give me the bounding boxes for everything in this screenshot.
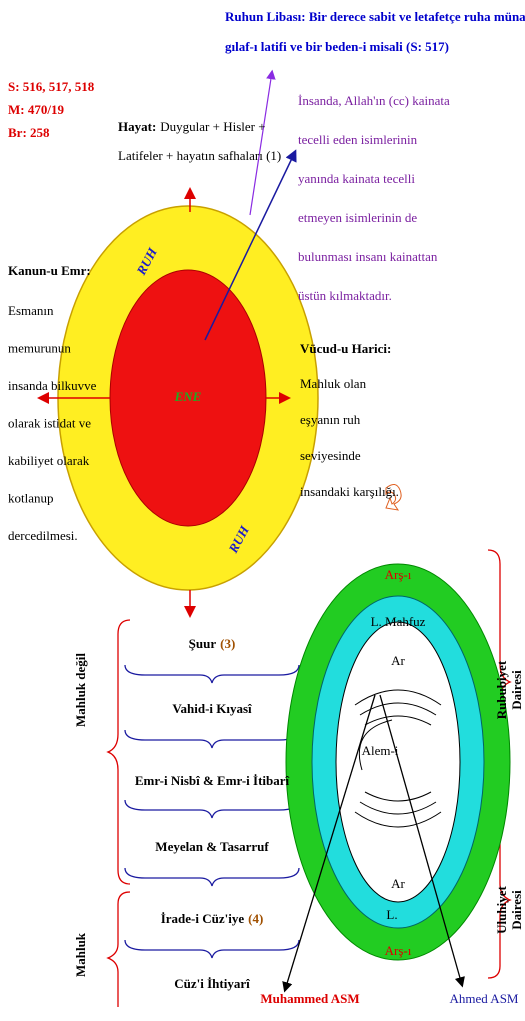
reference: Br: 258	[8, 125, 50, 140]
diagram: Ruhun Libası: Bir derece sabit ve letafe…	[0, 0, 525, 1021]
note-line: üstün kılmaktadır.	[298, 288, 392, 303]
sphere-label: L. Mahfuz	[371, 614, 426, 629]
hayat-line: Latifeler + hayatın safhaları (1)	[118, 148, 281, 163]
note-line: İnsanda, Allah'ın (cc) kainata	[298, 93, 450, 108]
hayat-label: Hayat:	[118, 119, 156, 134]
list-item: Emr-i Nisbî & Emr-i İtibarî	[135, 773, 290, 788]
hayat-line: Duygular + Hisler +	[160, 119, 265, 134]
kanun-line: Esmanın	[8, 303, 54, 318]
note-line: tecelli eden isimlerinin	[298, 132, 418, 147]
side-label: Uluhiyet	[494, 885, 509, 933]
kanun-line: dercedilmesi.	[8, 528, 78, 543]
vucud-line: Mahluk olan	[300, 376, 367, 391]
list-item: İrade-i Cüz'iye(4)	[161, 911, 264, 926]
item-text: İrade-i Cüz'iye	[161, 911, 245, 926]
kanun-line: olarak istidat ve	[8, 415, 91, 430]
kanun-line: kotlanup	[8, 490, 54, 505]
reference: S: 516, 517, 518	[8, 79, 95, 94]
arrow-label: Muhammed ASM	[260, 991, 359, 1006]
vucud-line: eşyanın ruh	[300, 412, 361, 427]
sphere-label: Ar	[391, 876, 405, 891]
side-label: Dairesi	[509, 890, 524, 930]
list-item: Cüz'i İhtiyarî	[174, 976, 250, 991]
item-text: Meyelan & Tasarruf	[155, 839, 269, 854]
vucud-line: seviyesinde	[300, 448, 361, 463]
item-text: Cüz'i İhtiyarî	[174, 976, 250, 991]
vucud-line: insandaki karşılığı.	[300, 484, 399, 499]
reference: M: 470/19	[8, 102, 64, 117]
sphere-label: L.	[386, 907, 397, 922]
header-line: Ruhun Libası: Bir derece sabit ve letafe…	[225, 9, 525, 24]
group-label: Mahluk değil	[73, 653, 88, 727]
hayat-text: Hayat: Duygular + Hisler +	[118, 119, 266, 134]
list-item: Meyelan & Tasarruf	[155, 839, 269, 854]
sphere-label: Ar	[391, 653, 405, 668]
note-line: etmeyen isimlerinin de	[298, 210, 417, 225]
note-line: bulunması insanı kainattan	[298, 249, 438, 264]
item-note: (3)	[220, 636, 235, 651]
kanun-label: Kanun-u Emr:	[8, 263, 91, 278]
arrow	[250, 72, 272, 215]
item-text: Vahid-i Kıyasî	[172, 701, 252, 716]
kanun-line: memurunun	[8, 340, 71, 355]
note-line: yanında kainata tecelli	[298, 171, 415, 186]
sphere-label: Alem-i	[362, 743, 399, 758]
list-item: Vahid-i Kıyasî	[172, 701, 252, 716]
header-line: gılaf-ı latifi ve bir beden-i misali (S:…	[225, 39, 449, 54]
item-text: Emr-i Nisbî & Emr-i İtibarî	[135, 773, 290, 788]
item-text: Şuur	[189, 636, 217, 651]
item-note: (4)	[248, 911, 263, 926]
ene-label: ENE	[174, 389, 202, 404]
vucud-label: Vücud-u Harici:	[300, 341, 391, 356]
list-item: Şuur(3)	[189, 636, 236, 651]
side-label: Dairesi	[509, 670, 524, 710]
kanun-line: insanda bilkuvve	[8, 378, 97, 393]
group-label: Mahluk	[73, 932, 88, 977]
kanun-line: kabiliyet olarak	[8, 453, 90, 468]
sphere-label: Arş-ı	[385, 943, 412, 958]
side-label: Rububiyet	[494, 660, 509, 719]
sphere-label: Arş-ı	[385, 567, 412, 582]
arrow-label: Ahmed ASM	[450, 991, 519, 1006]
